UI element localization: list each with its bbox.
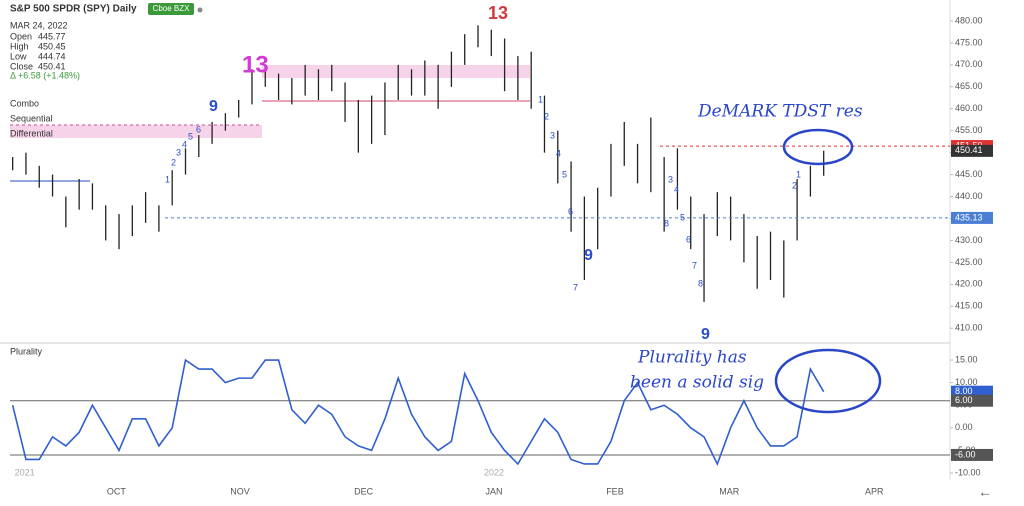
x-tick-label: FEB: [606, 486, 624, 496]
y-tick-label: 460.00: [955, 103, 983, 113]
title: S&P 500 SPDR (SPY) Daily: [10, 4, 137, 15]
x-tick-label: DEC: [354, 486, 374, 496]
count: 4: [674, 184, 679, 194]
count: 7: [692, 260, 697, 270]
count: 4: [182, 139, 187, 149]
year-label: 2021: [15, 467, 35, 477]
count: 9: [209, 98, 218, 115]
zone: [10, 125, 262, 138]
y-tick-label: 440.00: [955, 191, 983, 201]
note: been a solid sig: [630, 373, 764, 393]
y-tick-label: 425.00: [955, 257, 983, 267]
panel-label[interactable]: Sequential: [10, 113, 53, 123]
count: 6: [568, 206, 573, 216]
price-tag: [951, 211, 993, 224]
price-tag: [951, 394, 993, 407]
note: Plurality has: [637, 348, 747, 368]
count: 1: [165, 174, 170, 184]
date: MAR 24, 2022: [10, 20, 68, 30]
price-tag-label: 6.00: [955, 395, 973, 405]
ohlc-label: Close: [10, 61, 33, 71]
count: 3: [176, 147, 181, 157]
y-tick-label: 10.00: [955, 377, 978, 387]
ohlc-value: 450.45: [38, 41, 66, 51]
price-tag: [951, 144, 993, 157]
count: 4: [556, 148, 561, 158]
year-label: 2022: [484, 467, 504, 477]
badge: [148, 3, 194, 15]
indicator-line: [11, 358, 825, 467]
y-tick-label: 420.00: [955, 279, 983, 289]
y-tick-label: 445.00: [955, 169, 983, 179]
highlight: [774, 348, 882, 414]
note: DeMARK TDST res: [697, 102, 863, 122]
highlight: [782, 128, 854, 166]
back-button[interactable]: ←: [978, 484, 992, 500]
count: 7: [573, 282, 578, 292]
count: 9: [584, 247, 593, 264]
ohlc-value: 444.74: [38, 51, 66, 61]
price-tag: [951, 385, 993, 398]
panel-label[interactable]: Plurality: [10, 346, 43, 356]
y-tick-label: 415.00: [955, 301, 983, 311]
y-tick-label: 475.00: [955, 37, 983, 47]
x-tick-label: NOV: [230, 486, 250, 496]
count: 5: [562, 169, 567, 179]
ohlc-value: 450.41: [38, 61, 66, 71]
ohlc-label: High: [10, 41, 29, 51]
y-tick-label: 15.00: [955, 354, 978, 364]
price-tag: [951, 448, 993, 461]
y-tick-label: 465.00: [955, 81, 983, 91]
y-tick-label: 470.00: [955, 59, 983, 69]
count: 9: [701, 326, 710, 343]
zone: [262, 65, 530, 78]
count: 8: [698, 278, 703, 288]
change: Δ +6.58 (+1.48%): [10, 70, 80, 80]
y-tick-label: 480.00: [955, 15, 983, 25]
count: 2: [171, 157, 176, 167]
panel-label[interactable]: Differential: [10, 128, 53, 138]
exchange: Cboe BZX: [153, 4, 191, 13]
x-tick-label: OCT: [107, 486, 127, 496]
y-tick-label: 455.00: [955, 125, 983, 135]
dot: [197, 7, 203, 13]
count: 2: [792, 180, 797, 190]
price-tag-label: 8.00: [955, 386, 973, 396]
count: 5: [680, 212, 685, 222]
count: 6: [686, 234, 691, 244]
count: 8: [664, 218, 669, 228]
count: 13: [242, 51, 269, 78]
price-tag-label: -6.00: [955, 449, 976, 459]
count: 1: [538, 94, 543, 104]
count: 13: [488, 3, 508, 23]
count: 5: [188, 131, 193, 141]
count: 3: [550, 130, 555, 140]
ohlc-label: Open: [10, 31, 32, 41]
x-tick-label: APR: [865, 486, 884, 496]
count: 3: [668, 174, 673, 184]
count: 1: [796, 169, 801, 179]
price-tag-label: 435.13: [955, 212, 983, 222]
y-tick-label: 0.00: [955, 422, 973, 432]
x-tick-label: MAR: [719, 486, 740, 496]
y-tick-label: 410.00: [955, 323, 983, 333]
panel-label[interactable]: Combo: [10, 98, 39, 108]
count: 6: [196, 124, 201, 134]
x-tick-label: JAN: [485, 486, 502, 496]
y-tick-label: -10.00: [955, 467, 981, 477]
price-tag-label: 450.41: [955, 145, 983, 155]
count: 2: [544, 111, 549, 121]
ohlc-label: Low: [10, 51, 27, 61]
y-tick-label: 430.00: [955, 235, 983, 245]
ohlc-value: 445.77: [38, 31, 66, 41]
